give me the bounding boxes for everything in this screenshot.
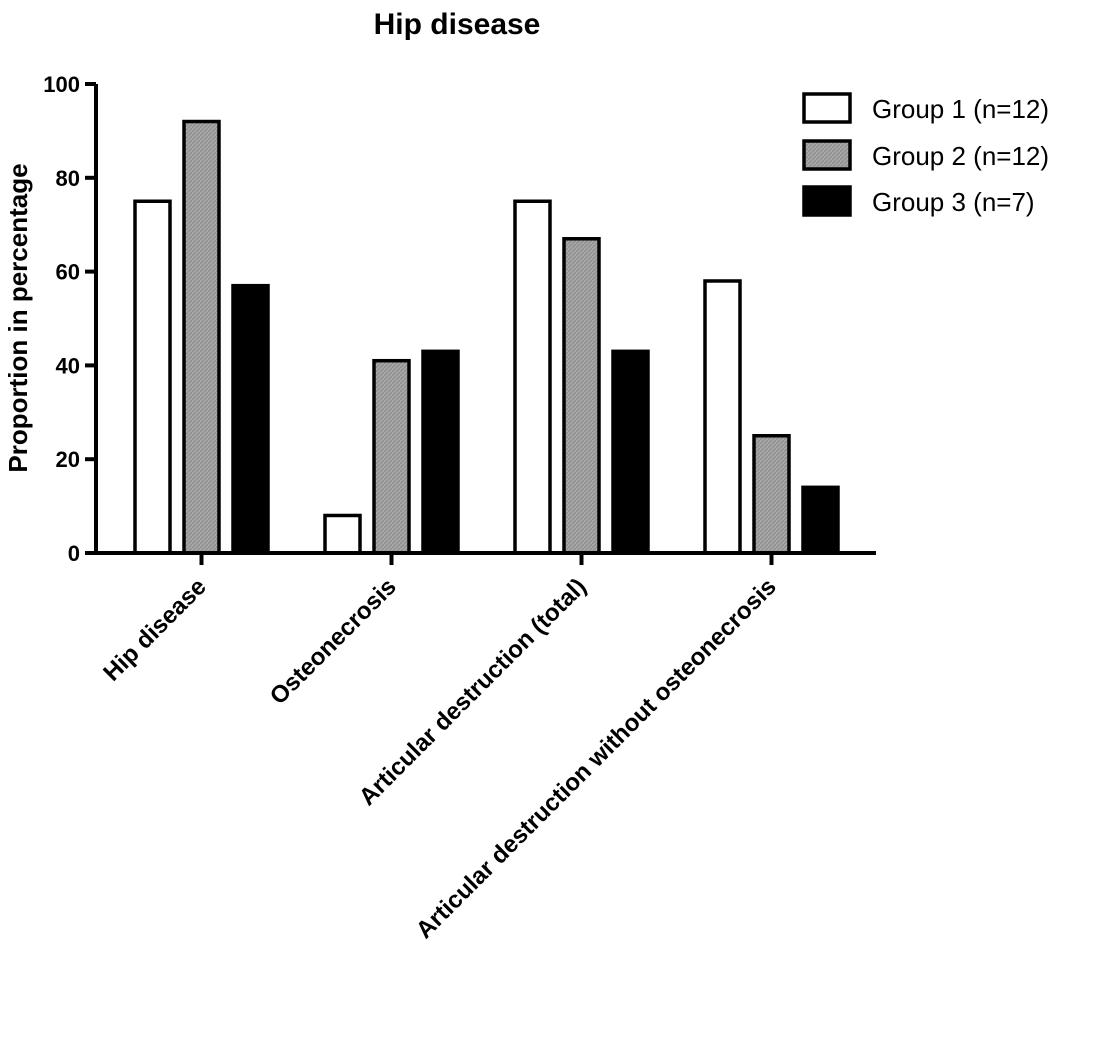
bar-2-1 [182,119,221,555]
y-tick-label: 40 [56,353,80,378]
y-tick-label: 80 [56,166,80,191]
bar-1-1 [133,199,172,555]
legend-label-1: Group 1 (n=12) [872,94,1049,124]
bar-3-1 [231,283,270,555]
bar-1-2 [323,513,362,555]
plot-area: 0 20 40 60 80 100 Hip disease OsteonecrosisArti… [43,72,876,944]
legend-swatch-2 [802,139,852,171]
y-tick-label: 20 [56,447,80,472]
y-axis-label: Proportion in percentage [3,163,33,472]
x-tick-label: Articular destruction (total) [354,573,592,811]
legend-label-2: Group 2 (n=12) [872,141,1049,171]
x-tick-label: Articular destruction without osteonecro… [411,573,782,944]
y-tick-label: 60 [56,260,80,285]
legend: Group 1 (n=12) Group 2 (n=12) Group 3 (n=7… [802,92,1049,217]
y-tick-label: 0 [68,541,80,566]
x-tick-label: Osteonecrosis [265,573,402,710]
legend-swatch-1 [802,92,852,124]
bar-3-2 [421,349,460,555]
bar-2-3 [562,237,601,555]
bar-1-3 [513,199,552,555]
bar-2-2 [372,358,411,555]
bar-3-4 [801,485,840,555]
bar-2-4 [752,434,791,555]
legend-label-3: Group 3 (n=7) [872,187,1035,217]
bar-3-3 [611,349,650,555]
x-tick-label: Hip disease [98,573,211,686]
y-tick-label: 100 [43,72,80,97]
chart-title: Hip disease [374,8,541,41]
bar-1-4 [703,279,742,555]
legend-swatch-3 [802,185,852,217]
